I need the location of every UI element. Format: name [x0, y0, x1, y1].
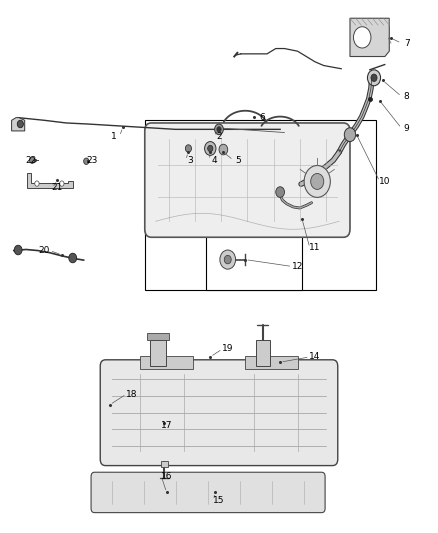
Circle shape [17, 120, 23, 128]
Polygon shape [12, 118, 25, 131]
Text: 3: 3 [188, 156, 194, 165]
Circle shape [14, 245, 22, 255]
Bar [145, 120, 376, 290]
Circle shape [311, 173, 324, 189]
Circle shape [276, 187, 285, 197]
Text: 4: 4 [212, 156, 217, 165]
Text: 18: 18 [126, 390, 138, 399]
Circle shape [208, 146, 213, 152]
Bar [161, 461, 168, 467]
Text: 10: 10 [379, 177, 391, 186]
Circle shape [69, 253, 77, 263]
Circle shape [185, 145, 191, 152]
FancyBboxPatch shape [145, 123, 350, 237]
Circle shape [367, 70, 381, 86]
Circle shape [219, 144, 228, 155]
Text: 15: 15 [213, 496, 225, 505]
Circle shape [205, 142, 216, 156]
Bar [245, 356, 297, 369]
Bar [177, 128, 265, 168]
Circle shape [224, 255, 231, 264]
Text: 11: 11 [309, 244, 321, 253]
Text: 1: 1 [111, 132, 117, 141]
Circle shape [215, 124, 223, 135]
Text: 19: 19 [222, 344, 233, 353]
Circle shape [353, 27, 371, 48]
Polygon shape [27, 173, 73, 188]
Text: 22: 22 [26, 156, 37, 165]
Circle shape [371, 74, 377, 82]
Circle shape [344, 128, 356, 142]
Circle shape [217, 127, 221, 132]
Bar [256, 340, 270, 366]
Circle shape [84, 158, 89, 165]
Text: 5: 5 [236, 156, 241, 165]
Circle shape [304, 165, 330, 197]
Text: 6: 6 [260, 113, 265, 122]
Bar [147, 333, 169, 340]
Text: 12: 12 [292, 262, 303, 271]
Text: 8: 8 [404, 92, 410, 101]
FancyBboxPatch shape [100, 360, 338, 466]
FancyBboxPatch shape [91, 472, 325, 513]
Circle shape [60, 181, 64, 186]
Circle shape [29, 157, 35, 164]
Bar [141, 356, 193, 369]
Bar [150, 340, 166, 366]
Bar [206, 229, 302, 290]
Circle shape [35, 181, 39, 186]
Text: 17: 17 [161, 422, 173, 431]
Text: 16: 16 [161, 472, 173, 481]
Text: 9: 9 [404, 124, 410, 133]
Text: 14: 14 [309, 352, 321, 361]
Text: 20: 20 [39, 246, 50, 255]
Text: 21: 21 [52, 183, 63, 192]
Circle shape [220, 250, 236, 269]
Text: 23: 23 [87, 156, 98, 165]
Text: 2: 2 [216, 132, 222, 141]
Polygon shape [350, 18, 389, 56]
Text: 7: 7 [404, 39, 410, 48]
